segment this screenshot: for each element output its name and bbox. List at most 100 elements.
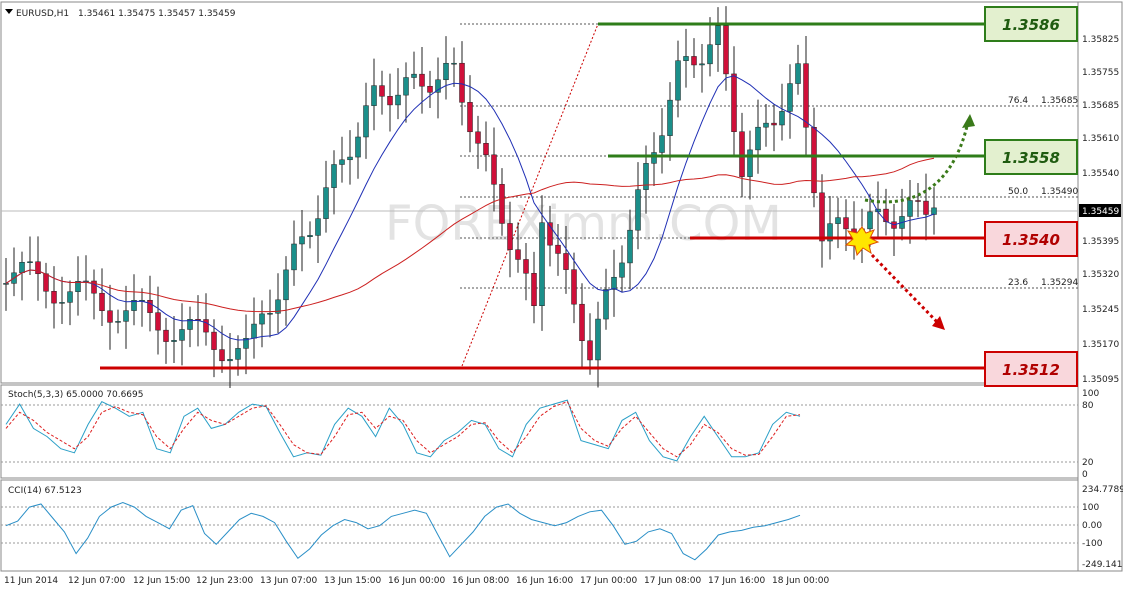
candle-body — [779, 111, 785, 126]
watermark: FOREXimm.COM — [385, 196, 782, 252]
candle-body — [411, 73, 417, 78]
candle-body — [675, 60, 681, 101]
stoch-tick: 20 — [1082, 458, 1094, 468]
time-axis: 11 Jun 2014 12 Jun 07:00 12 Jun 15:00 12… — [4, 576, 829, 586]
candle-body — [179, 329, 185, 341]
candle-body — [355, 136, 361, 158]
time-tick: 13 Jun 15:00 — [324, 576, 381, 586]
candle-body — [627, 229, 633, 264]
level-box-4 — [984, 351, 1078, 387]
ma-blue-line — [5, 75, 935, 341]
candle-body — [163, 329, 169, 342]
candle-body — [203, 319, 209, 333]
fib-label-23-level: 23.6 — [1008, 278, 1028, 288]
candle-body — [155, 312, 161, 331]
candle-body — [579, 303, 585, 342]
candle-body — [459, 62, 465, 103]
candle-body — [419, 73, 425, 87]
candle-body — [27, 261, 33, 263]
level-label-1: 1.3586 — [1002, 16, 1060, 34]
fib-label-50-price: 1.35490 — [1041, 187, 1078, 197]
cci-tick: -249.1416 — [1082, 560, 1123, 570]
candle-body — [523, 259, 529, 274]
cci-tick: 100 — [1082, 503, 1099, 513]
level-box-1 — [984, 6, 1078, 42]
candle-body — [515, 249, 521, 260]
stoch-tick: 0 — [1082, 470, 1088, 480]
time-tick: 12 Jun 23:00 — [196, 576, 253, 586]
candle-body — [707, 44, 713, 65]
candle-body — [259, 313, 265, 325]
candle-body — [771, 122, 777, 126]
level-label-4: 1.3512 — [1002, 361, 1060, 379]
candle-body — [331, 164, 337, 188]
ohlc-label: 1.35461 1.35475 1.35457 1.35459 — [78, 9, 236, 19]
symbol-arrow-icon[interactable] — [5, 9, 13, 14]
candle-body — [291, 243, 297, 271]
level-box-3 — [984, 221, 1078, 257]
candle-body — [347, 156, 353, 161]
candle-body — [51, 291, 57, 304]
candle-body — [171, 340, 177, 342]
candle-body — [603, 289, 609, 320]
bearish-arrowhead — [932, 316, 945, 330]
candle-body — [867, 211, 873, 230]
candle-body — [363, 105, 369, 138]
candle-body — [395, 94, 401, 106]
candle-body — [667, 99, 673, 136]
candle-body — [499, 184, 505, 224]
time-tick: 16 Jun 08:00 — [452, 576, 509, 586]
stoch-tick: 100 — [1082, 389, 1099, 399]
stoch-tick: 80 — [1082, 401, 1094, 411]
candle-body — [723, 25, 729, 75]
ma-red-line — [5, 157, 935, 313]
price-tick: 1.35755 — [1082, 68, 1119, 78]
candle-body — [339, 159, 345, 165]
candle-body — [843, 217, 849, 230]
time-tick: 13 Jun 07:00 — [260, 576, 317, 586]
candle-body — [243, 338, 249, 349]
time-tick: 17 Jun 16:00 — [708, 576, 765, 586]
price-tick: 1.35095 — [1082, 375, 1119, 385]
candle-body — [427, 85, 433, 93]
price-tick: 1.35540 — [1082, 169, 1119, 179]
candle-body — [803, 63, 809, 128]
candle-body — [931, 207, 937, 215]
stoch-indicator: Stoch(5,3,3) 65.0000 70.6695 100 80 20 0 — [1, 389, 1099, 480]
scenario-arrows — [844, 114, 975, 330]
time-tick: 12 Jun 15:00 — [133, 576, 190, 586]
candle-body — [659, 135, 665, 153]
candle-body — [107, 310, 113, 323]
candle-body — [283, 269, 289, 301]
candle-body — [755, 126, 761, 151]
candle-body — [91, 280, 97, 294]
candle-body — [267, 313, 273, 315]
candle-body — [731, 73, 737, 132]
candle-body — [35, 261, 41, 275]
candle-body — [147, 299, 153, 313]
price-tick: 1.35825 — [1082, 35, 1119, 45]
candle-body — [635, 189, 641, 231]
candle-body — [507, 223, 513, 250]
candle-body — [67, 291, 73, 303]
candle-body — [379, 85, 385, 97]
candle-body — [275, 299, 281, 314]
candle-body — [219, 349, 225, 362]
symbol-label: EURUSD,H1 — [16, 9, 69, 19]
price-tick: 1.35245 — [1082, 305, 1119, 315]
price-axis-labels: 1.35825 1.35755 1.35685 1.35610 1.35540 … — [1079, 35, 1121, 385]
cci-tick: -100 — [1082, 539, 1103, 549]
candle-body — [3, 283, 9, 285]
level-box-2 — [984, 139, 1078, 175]
price-tick: 1.35395 — [1082, 237, 1119, 247]
candle-body — [187, 319, 193, 330]
candle-body — [227, 359, 233, 362]
price-tick: 1.35320 — [1082, 270, 1119, 280]
candle-body — [299, 236, 305, 245]
breakout-star-icon — [844, 226, 880, 257]
time-tick: 17 Jun 08:00 — [644, 576, 701, 586]
candle-body — [75, 280, 81, 292]
candle-body — [371, 85, 377, 106]
candle-body — [907, 200, 913, 217]
